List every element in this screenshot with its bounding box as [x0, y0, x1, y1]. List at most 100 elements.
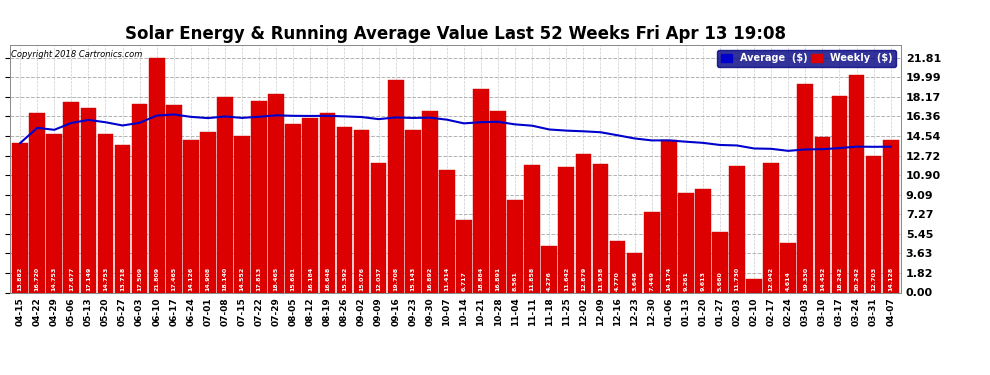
- Text: 9.613: 9.613: [700, 271, 706, 291]
- Text: 18.242: 18.242: [837, 267, 842, 291]
- Bar: [217, 97, 233, 292]
- Text: 13.718: 13.718: [120, 267, 125, 291]
- Bar: [525, 165, 541, 292]
- Text: 12.042: 12.042: [768, 267, 773, 291]
- Text: 15.076: 15.076: [359, 267, 364, 291]
- Bar: [712, 232, 728, 292]
- Text: 16.184: 16.184: [308, 267, 313, 291]
- Text: 20.242: 20.242: [854, 267, 859, 291]
- Bar: [832, 96, 847, 292]
- Bar: [12, 143, 28, 292]
- Text: 7.449: 7.449: [649, 271, 654, 291]
- Text: 17.677: 17.677: [69, 267, 74, 291]
- Text: 17.509: 17.509: [138, 267, 143, 291]
- Bar: [678, 193, 694, 292]
- Bar: [98, 134, 113, 292]
- Bar: [593, 164, 608, 292]
- Bar: [542, 246, 557, 292]
- Bar: [798, 84, 813, 292]
- Text: Copyright 2018 Cartronics.com: Copyright 2018 Cartronics.com: [11, 50, 143, 59]
- Text: 17.465: 17.465: [171, 267, 176, 291]
- Bar: [405, 129, 421, 292]
- Bar: [268, 94, 284, 292]
- Text: 16.892: 16.892: [428, 267, 433, 291]
- Bar: [148, 58, 164, 292]
- Bar: [439, 170, 454, 292]
- Bar: [661, 140, 676, 292]
- Text: 4.770: 4.770: [615, 271, 620, 291]
- Bar: [251, 101, 267, 292]
- Text: 11.414: 11.414: [445, 267, 449, 291]
- Text: 11.858: 11.858: [530, 267, 535, 291]
- Bar: [883, 141, 899, 292]
- Text: 9.261: 9.261: [683, 271, 688, 291]
- Bar: [780, 243, 796, 292]
- Bar: [80, 108, 96, 292]
- Bar: [815, 137, 831, 292]
- Text: 18.140: 18.140: [223, 267, 228, 291]
- Bar: [558, 167, 574, 292]
- Text: 14.174: 14.174: [666, 267, 671, 291]
- Bar: [235, 136, 249, 292]
- Text: 5.660: 5.660: [718, 271, 723, 291]
- Bar: [285, 124, 301, 292]
- Bar: [507, 200, 523, 292]
- Bar: [695, 189, 711, 292]
- Text: 18.884: 18.884: [478, 267, 483, 291]
- Title: Solar Energy & Running Average Value Last 52 Weeks Fri Apr 13 19:08: Solar Energy & Running Average Value Las…: [125, 26, 786, 44]
- Text: 11.938: 11.938: [598, 267, 603, 291]
- Text: 15.681: 15.681: [291, 267, 296, 291]
- Bar: [730, 166, 744, 292]
- Bar: [63, 102, 79, 292]
- Text: 4.614: 4.614: [786, 271, 791, 291]
- Text: 12.879: 12.879: [581, 267, 586, 291]
- Bar: [610, 241, 626, 292]
- Bar: [746, 279, 762, 292]
- Text: 16.648: 16.648: [325, 267, 330, 291]
- Text: 17.813: 17.813: [256, 267, 261, 291]
- Bar: [200, 132, 216, 292]
- Text: 19.330: 19.330: [803, 267, 808, 291]
- Text: 14.753: 14.753: [103, 267, 108, 291]
- Bar: [865, 156, 881, 292]
- Text: 14.126: 14.126: [188, 267, 193, 291]
- Text: 3.646: 3.646: [633, 271, 638, 291]
- Text: 21.809: 21.809: [154, 267, 159, 291]
- Text: 8.561: 8.561: [513, 271, 518, 291]
- Bar: [30, 112, 46, 292]
- Text: 12.037: 12.037: [376, 267, 381, 291]
- Text: 14.908: 14.908: [205, 267, 211, 291]
- Text: 18.465: 18.465: [273, 267, 278, 291]
- Text: 11.730: 11.730: [735, 267, 740, 291]
- Text: 14.552: 14.552: [240, 267, 245, 291]
- Bar: [166, 105, 181, 292]
- Bar: [47, 134, 62, 292]
- Bar: [370, 163, 386, 292]
- Text: 12.703: 12.703: [871, 267, 876, 291]
- Bar: [183, 141, 199, 292]
- Text: 14.452: 14.452: [820, 267, 825, 291]
- Text: 16.891: 16.891: [496, 267, 501, 291]
- Text: 19.708: 19.708: [393, 267, 398, 291]
- Text: 13.882: 13.882: [18, 267, 23, 291]
- Bar: [132, 104, 148, 292]
- Bar: [353, 130, 369, 292]
- Text: 11.642: 11.642: [564, 267, 569, 291]
- Bar: [115, 145, 131, 292]
- Bar: [490, 111, 506, 292]
- Bar: [303, 118, 318, 292]
- Bar: [644, 212, 659, 292]
- Bar: [337, 127, 352, 292]
- Text: 4.276: 4.276: [546, 271, 551, 291]
- Text: 14.128: 14.128: [888, 267, 893, 291]
- Text: 16.720: 16.720: [35, 267, 40, 291]
- Bar: [763, 163, 779, 292]
- Legend: Average  ($), Weekly  ($): Average ($), Weekly ($): [717, 50, 896, 67]
- Text: 6.717: 6.717: [461, 271, 466, 291]
- Bar: [627, 253, 643, 292]
- Bar: [848, 75, 864, 292]
- Bar: [320, 113, 336, 292]
- Bar: [422, 111, 438, 292]
- Bar: [575, 154, 591, 292]
- Text: 15.143: 15.143: [410, 267, 415, 291]
